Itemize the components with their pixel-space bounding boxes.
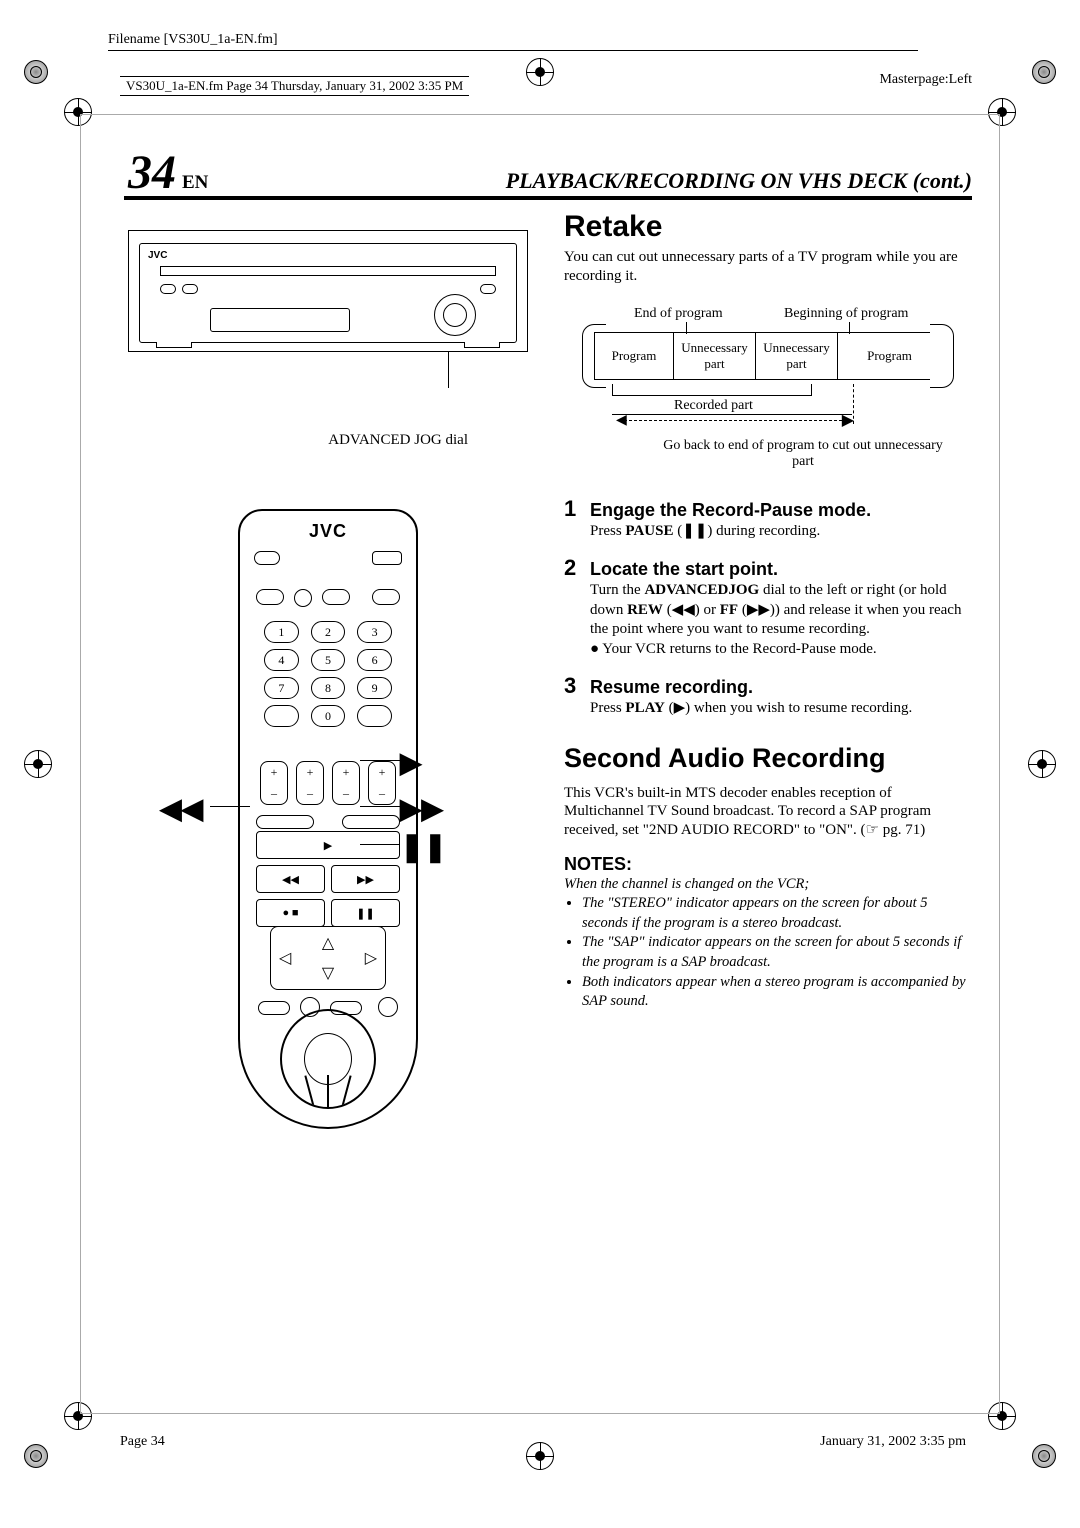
play-icon: ▶ bbox=[400, 746, 422, 780]
remote-transport: ▶ ◀◀▶▶ ● ■❚❚ bbox=[256, 831, 400, 927]
section-title: PLAYBACK/RECORDING ON VHS DECK (cont.) bbox=[506, 168, 972, 194]
header-filename: Filename [VS30U_1a-EN.fm] bbox=[108, 32, 918, 51]
printer-mark bbox=[1032, 1444, 1056, 1468]
crop-mark bbox=[1028, 750, 1056, 778]
rew-icon: ◀◀ bbox=[160, 792, 203, 826]
remote-brand: JVC bbox=[240, 511, 416, 542]
remote-jog-dial bbox=[280, 1009, 376, 1109]
pause-icon: ❚❚ bbox=[400, 830, 447, 864]
remote-keypad: 123 456 789 0 bbox=[264, 621, 392, 727]
right-column: Retake You can cut out unnecessary parts… bbox=[564, 210, 972, 1012]
remote-illustration: JVC 123 456 789 0 +– +– +– +– ▶ bbox=[238, 509, 418, 1129]
notes-heading: NOTES: bbox=[564, 854, 972, 875]
ff-icon: ▶▶ bbox=[400, 792, 443, 826]
printer-mark bbox=[1032, 60, 1056, 84]
footer-date: January 31, 2002 3:35 pm bbox=[820, 1434, 966, 1450]
footer-page: Page 34 bbox=[120, 1434, 165, 1450]
crop-mark bbox=[526, 1442, 554, 1470]
step-1: 1Engage the Record-Pause mode. Press PAU… bbox=[564, 496, 972, 542]
masterpage-label: Masterpage:Left bbox=[879, 72, 972, 88]
second-audio-body: This VCR's built-in MTS decoder enables … bbox=[564, 784, 972, 840]
printer-mark bbox=[24, 60, 48, 84]
crop-mark bbox=[526, 58, 554, 86]
vcr-illustration: JVC bbox=[128, 230, 528, 352]
second-audio-heading: Second Audio Recording bbox=[564, 743, 972, 774]
retake-intro: You can cut out unnecessary parts of a T… bbox=[564, 248, 972, 286]
page-number: 34EN bbox=[128, 145, 208, 200]
notes-body: When the channel is changed on the VCR; … bbox=[564, 875, 972, 1012]
step-2: 2Locate the start point. Turn the ADVANC… bbox=[564, 555, 972, 659]
jog-label: ADVANCED JOG dial bbox=[128, 432, 528, 449]
note-item: The "STEREO" indicator appears on the sc… bbox=[582, 894, 972, 933]
crop-mark bbox=[24, 750, 52, 778]
printer-mark bbox=[24, 1444, 48, 1468]
left-column: JVC ADVANCED JOG dial JVC 123 456 789 bbox=[128, 230, 528, 1129]
jog-dial-icon bbox=[434, 294, 476, 336]
title-rule bbox=[124, 196, 972, 200]
retake-heading: Retake bbox=[564, 210, 972, 244]
header-pageinfo: VS30U_1a-EN.fm Page 34 Thursday, January… bbox=[120, 76, 469, 96]
retake-diagram: End of program Beginning of program Prog… bbox=[564, 302, 972, 482]
note-item: Both indicators appear when a stereo pro… bbox=[582, 973, 972, 1012]
note-item: The "SAP" indicator appears on the scree… bbox=[582, 933, 972, 972]
step-3: 3Resume recording. Press PLAY (▶) when y… bbox=[564, 673, 972, 719]
remote-dpad: △ ▽ ◁ ▷ bbox=[270, 926, 386, 990]
vcr-brand: JVC bbox=[148, 250, 167, 261]
